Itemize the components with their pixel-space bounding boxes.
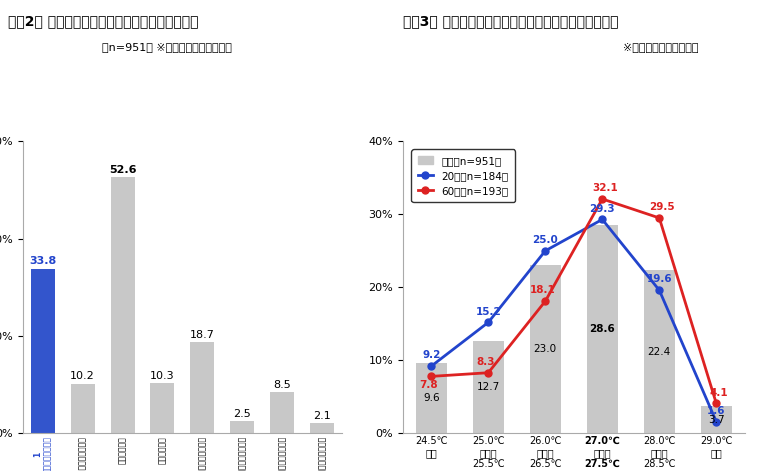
- Text: 10.2: 10.2: [70, 371, 95, 381]
- Bar: [230, 421, 254, 433]
- Text: ＜図3＞ 家庭でのエアコンの主な設定温度（単一回答）: ＜図3＞ 家庭でのエアコンの主な設定温度（単一回答）: [403, 14, 619, 28]
- Text: 9.6: 9.6: [423, 393, 439, 403]
- Text: 22.4: 22.4: [648, 347, 671, 357]
- Text: 32.1: 32.1: [592, 183, 618, 193]
- Bar: [416, 363, 447, 433]
- Bar: [701, 406, 732, 433]
- Bar: [473, 341, 504, 433]
- Text: 15.2: 15.2: [476, 307, 501, 317]
- Text: 12.7: 12.7: [477, 382, 500, 392]
- Text: 7.8: 7.8: [419, 380, 438, 390]
- Text: 2.5: 2.5: [233, 409, 251, 419]
- Text: 33.8: 33.8: [29, 256, 56, 267]
- Text: 8.3: 8.3: [477, 357, 495, 367]
- Bar: [644, 270, 675, 433]
- Text: 29.5: 29.5: [649, 202, 675, 212]
- Text: ＜図2＞ 家庭でのエアコンの使い方（複数回答）: ＜図2＞ 家庭でのエアコンの使い方（複数回答）: [8, 14, 198, 28]
- Bar: [150, 383, 174, 433]
- Bar: [30, 269, 55, 433]
- Text: 10.3: 10.3: [150, 371, 175, 381]
- Text: 2.1: 2.1: [313, 411, 331, 421]
- Text: 18.1: 18.1: [530, 285, 556, 295]
- Legend: 全体（n=951）, 20代（n=184）, 60代（n=193）: 全体（n=951）, 20代（n=184）, 60代（n=193）: [411, 149, 515, 203]
- Text: 28.6: 28.6: [590, 324, 615, 334]
- Text: 29.3: 29.3: [590, 203, 615, 213]
- Bar: [587, 225, 618, 433]
- Text: 23.0: 23.0: [534, 344, 557, 354]
- Text: 3.7: 3.7: [708, 415, 724, 425]
- Text: 1.6: 1.6: [707, 406, 726, 416]
- Bar: [270, 392, 294, 433]
- Text: 25.0: 25.0: [533, 235, 558, 245]
- Text: 4.1: 4.1: [710, 388, 729, 398]
- Bar: [530, 266, 561, 433]
- Text: 52.6: 52.6: [109, 165, 136, 175]
- Bar: [310, 423, 334, 433]
- Text: ※エアコン使用者に聴取: ※エアコン使用者に聴取: [623, 42, 699, 52]
- Text: 8.5: 8.5: [274, 380, 291, 390]
- Text: 19.6: 19.6: [647, 275, 672, 284]
- Bar: [190, 342, 214, 433]
- Text: 9.2: 9.2: [422, 350, 441, 360]
- Text: 18.7: 18.7: [190, 330, 215, 340]
- Text: （n=951） ※エアコン使用者に聴取: （n=951） ※エアコン使用者に聴取: [103, 42, 232, 52]
- Bar: [71, 384, 94, 433]
- Bar: [110, 177, 135, 433]
